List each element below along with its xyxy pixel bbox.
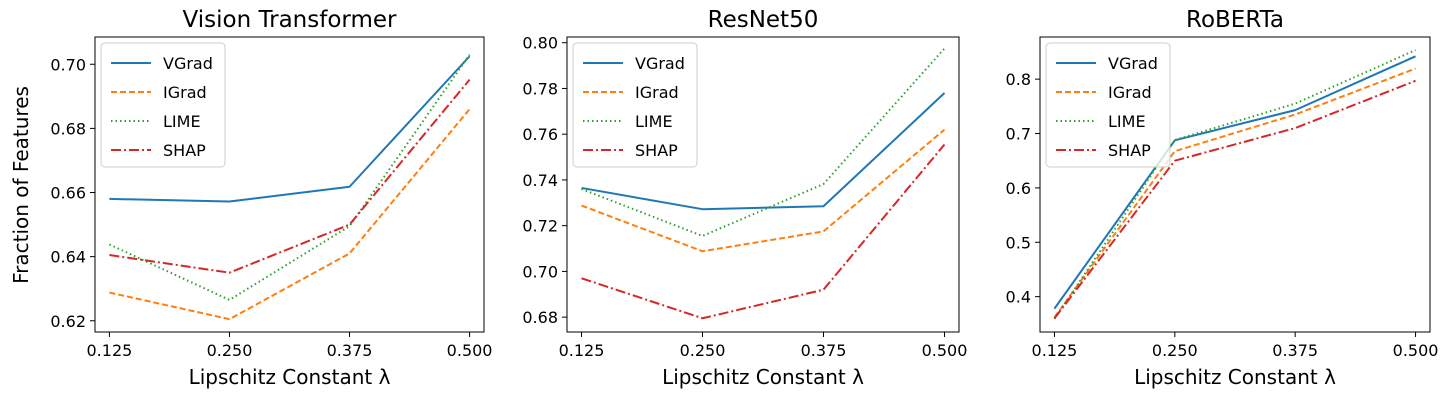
legend-label-shap: SHAP xyxy=(635,141,678,160)
legend-label-shap: SHAP xyxy=(163,141,206,160)
y-tick-label: 0.62 xyxy=(50,312,86,331)
series-line-lime xyxy=(581,47,946,237)
y-tick-label: 0.68 xyxy=(50,119,86,138)
series-line-shap xyxy=(581,143,946,320)
y-tick-label: 0.80 xyxy=(522,34,558,53)
x-tick-label: 0.125 xyxy=(559,341,605,360)
y-tick-label: 0.76 xyxy=(522,125,558,144)
y-tick-label: 0.74 xyxy=(522,171,558,190)
y-tick-label: 0.6 xyxy=(1006,179,1031,198)
legend: VGrad IGrad LIME SHAP xyxy=(572,42,698,168)
chart-title: RoBERTa xyxy=(1186,7,1284,33)
series-line-vgrad xyxy=(109,55,471,203)
legend-label-lime: LIME xyxy=(635,112,673,131)
x-tick-label: 0.375 xyxy=(327,341,373,360)
chart-title: Vision Transformer xyxy=(183,7,398,33)
y-tick-label: 0.72 xyxy=(522,217,558,236)
x-tick-label: 0.250 xyxy=(207,341,253,360)
y-tick-label: 0.68 xyxy=(522,308,558,327)
series-line-vgrad xyxy=(581,92,946,211)
x-tick-label: 0.250 xyxy=(680,341,726,360)
legend-box xyxy=(100,42,226,168)
legend-label-vgrad: VGrad xyxy=(635,54,685,73)
legend-label-vgrad: VGrad xyxy=(163,54,213,73)
series-line-igrad xyxy=(109,108,471,321)
y-tick-label: 0.78 xyxy=(522,79,558,98)
series-line-lime xyxy=(108,54,471,301)
plot-frame xyxy=(94,36,485,333)
y-tick-label: 0.8 xyxy=(1006,70,1031,89)
legend-label-igrad: IGrad xyxy=(163,83,207,102)
series-line-igrad xyxy=(581,128,946,253)
y-tick-label: 0.4 xyxy=(1006,288,1031,307)
series-line-igrad xyxy=(1053,67,1416,318)
x-tick-label: 0.375 xyxy=(801,341,847,360)
chart-panel-1: Vision Transformer 0.125 0.250 0.375 0.500 0.… xyxy=(50,7,492,389)
x-axis-label: Lipschitz Constant λ xyxy=(189,365,391,389)
legend-label-shap: SHAP xyxy=(1108,141,1151,160)
x-tick-label: 0.500 xyxy=(1393,341,1439,360)
series-line-vgrad xyxy=(1053,55,1416,310)
chart-panel-2: ResNet50 0.125 0.250 0.375 0.500 0.68 0.70 0.72… xyxy=(522,7,967,389)
plot-frame xyxy=(566,36,960,333)
figure-ylabel: Fraction of Features xyxy=(9,86,33,284)
legend: VGrad IGrad LIME SHAP xyxy=(1045,42,1171,168)
legend-label-igrad: IGrad xyxy=(635,83,679,102)
x-axis-label: Lipschitz Constant λ xyxy=(1134,365,1336,389)
legend-label-vgrad: VGrad xyxy=(1108,54,1158,73)
x-tick-label: 0.250 xyxy=(1152,341,1198,360)
chart-title: ResNet50 xyxy=(708,7,819,33)
chart-panels: Vision Transformer 0.125 0.250 0.375 0.500 0.… xyxy=(50,7,1438,389)
legend-box xyxy=(1045,42,1171,168)
x-tick-label: 0.500 xyxy=(447,341,493,360)
x-tick-label: 0.125 xyxy=(87,341,133,360)
series-line-shap xyxy=(1053,79,1416,320)
x-axis-label: Lipschitz Constant λ xyxy=(662,365,864,389)
legend-label-lime: LIME xyxy=(163,112,201,131)
plot-frame xyxy=(1039,36,1431,333)
legend-label-igrad: IGrad xyxy=(1108,83,1152,102)
y-tick-label: 0.64 xyxy=(50,248,86,267)
series-line-shap xyxy=(109,79,471,274)
legend: VGrad IGrad LIME SHAP xyxy=(100,42,226,168)
y-tick-label: 0.70 xyxy=(50,55,86,74)
x-tick-label: 0.125 xyxy=(1032,341,1078,360)
legend-label-lime: LIME xyxy=(1108,112,1146,131)
y-tick-label: 0.66 xyxy=(50,184,86,203)
y-tick-label: 0.5 xyxy=(1006,233,1031,252)
y-tick-label: 0.7 xyxy=(1006,125,1031,144)
y-tick-label: 0.70 xyxy=(522,262,558,281)
chart-panel-3: RoBERTa 0.125 0.250 0.375 0.500 0.4 0.5 0.6 0.7 0… xyxy=(1006,7,1439,389)
legend-box xyxy=(572,42,698,168)
x-tick-label: 0.375 xyxy=(1272,341,1318,360)
x-tick-label: 0.500 xyxy=(922,341,968,360)
